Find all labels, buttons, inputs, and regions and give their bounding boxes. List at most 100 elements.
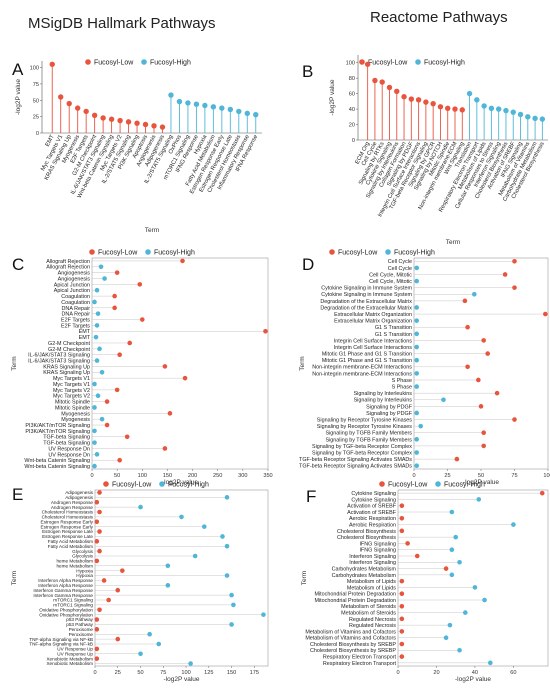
data-point <box>156 641 162 647</box>
y-category-label: Coagulation <box>61 294 90 300</box>
data-point <box>394 88 400 95</box>
y-category-label: Fatty Acid Metabolism <box>48 544 93 549</box>
y-category-label: Wnt-beta Catenin Signaling <box>24 458 90 464</box>
data-point <box>97 346 102 352</box>
y-category-label: Apical Junction <box>54 282 90 288</box>
data-point <box>236 108 242 115</box>
y-category-label: UV Response Dn <box>48 446 90 452</box>
y-category-label: Myc Targets V2 <box>53 394 90 400</box>
legend-label-high: Fucosyl-High <box>150 60 191 67</box>
data-point <box>414 371 419 376</box>
data-point <box>454 456 460 462</box>
data-point <box>106 597 111 603</box>
y-category-label: Cytokine Signaling <box>351 491 396 497</box>
x-tick-label: 50 <box>478 473 484 479</box>
y-category-label: Respiratory Electron Transport <box>323 655 397 661</box>
data-point <box>74 105 81 111</box>
y-category-label: Wnt-beta Catenin Signaling <box>24 464 90 470</box>
legend-label-high: Fucosyl-High <box>424 60 465 67</box>
panel-label: E <box>12 485 23 504</box>
data-point <box>179 514 184 520</box>
y-category-label: Mitochondrial Protein Degradation <box>314 598 396 604</box>
y-category-label: EMT <box>79 329 91 335</box>
data-point <box>472 585 478 590</box>
x-axis-title: -log2P value <box>162 479 198 486</box>
data-point <box>94 519 100 525</box>
data-point <box>418 423 424 429</box>
data-point <box>443 566 449 571</box>
x-tick-label: 0 <box>93 670 96 676</box>
data-point <box>447 622 453 628</box>
y-category-label: Cell Cycle <box>388 266 412 272</box>
y-category-label: Signaling by PDGF <box>366 404 413 410</box>
y-category-label: TGF-beta Receptor Signaling Activates SM… <box>299 464 412 470</box>
x-tick-label: 0 <box>396 670 399 676</box>
y-category-label: Carbohydrates Metabolism <box>332 567 397 573</box>
data-point <box>92 299 97 305</box>
y-category-label: Myc Targets V2 <box>53 388 90 394</box>
data-point <box>414 450 419 455</box>
y-category-label: Adipogenesis <box>65 490 93 495</box>
left-column-header: MSigDB Hallmark Pathways <box>28 15 216 32</box>
y-category-label: TGF-beta Signaling <box>43 441 90 447</box>
data-point <box>543 311 548 317</box>
legend-marker-low <box>379 481 385 487</box>
x-tick-label: 150 <box>227 670 236 676</box>
legend-marker-high <box>159 481 165 487</box>
data-point <box>94 539 100 544</box>
x-axis-title: -log2P value <box>163 676 199 683</box>
y-category-label: E2F Targets <box>61 317 90 323</box>
legend-label-low: Fucosyl-Low <box>98 250 138 257</box>
data-point <box>481 338 486 343</box>
data-point <box>503 107 509 114</box>
data-point <box>414 437 419 442</box>
y-tick-label: 40 <box>349 107 355 113</box>
data-point <box>459 107 465 113</box>
y-category-label: Interferon Gamma Response <box>33 593 93 598</box>
y-category-label: Interferon Alpha Response <box>38 578 93 583</box>
y-axis-title: -log2P value <box>329 79 336 115</box>
y-category-label: PI3K/AKT/mTOR Signaling <box>25 423 90 429</box>
data-point <box>104 399 110 404</box>
y-category-label: UV Response Up <box>57 647 93 652</box>
data-point <box>481 103 487 109</box>
x-tick-label: 50 <box>114 473 120 479</box>
y-axis-title: Term <box>299 356 306 370</box>
y-category-label: Cholesterol Biosynthesis <box>337 529 396 535</box>
data-point <box>472 291 477 297</box>
y-tick-label: 50 <box>33 98 39 104</box>
data-point <box>437 104 444 110</box>
legend-marker-high <box>385 249 391 255</box>
data-point <box>399 591 405 597</box>
y-category-label: Apical Junction <box>54 288 90 294</box>
y-tick-label: 60 <box>349 92 355 98</box>
data-point <box>98 264 104 270</box>
y-category-label: Estrogen Response Early <box>41 519 94 524</box>
data-point <box>399 603 405 609</box>
data-point <box>399 641 405 647</box>
y-category-label: Angiogenesis <box>58 276 91 282</box>
x-tick-label: 175 <box>250 670 259 676</box>
y-category-label: Hypoxia <box>76 573 93 578</box>
y-category-label: Myogenesis <box>61 417 90 423</box>
data-point <box>112 293 117 299</box>
y-category-label: Signaling by TGFB Family Members <box>326 431 413 437</box>
data-point <box>414 384 419 389</box>
y-category-label: UV Response Up <box>57 651 93 656</box>
y-category-label: Cholesterol Biosynthesis <box>337 535 396 541</box>
data-point <box>120 568 125 573</box>
data-point <box>97 607 102 613</box>
panel-b: B Fucosyl-Low Fucosyl-High020406080100ECM … <box>302 55 548 246</box>
data-point <box>453 534 458 540</box>
y-category-label: heme Metabolism <box>56 563 93 568</box>
y-category-label: Mitotic G1 Phase and G1 S Transition <box>322 352 412 358</box>
right-column-header: Reactome Pathways <box>370 9 508 26</box>
data-point <box>386 84 393 91</box>
data-point <box>401 94 407 100</box>
data-point <box>92 405 97 410</box>
data-point <box>482 597 487 603</box>
data-point <box>137 282 143 287</box>
y-category-label: p53 Pathway <box>66 617 93 622</box>
data-point <box>99 416 105 422</box>
